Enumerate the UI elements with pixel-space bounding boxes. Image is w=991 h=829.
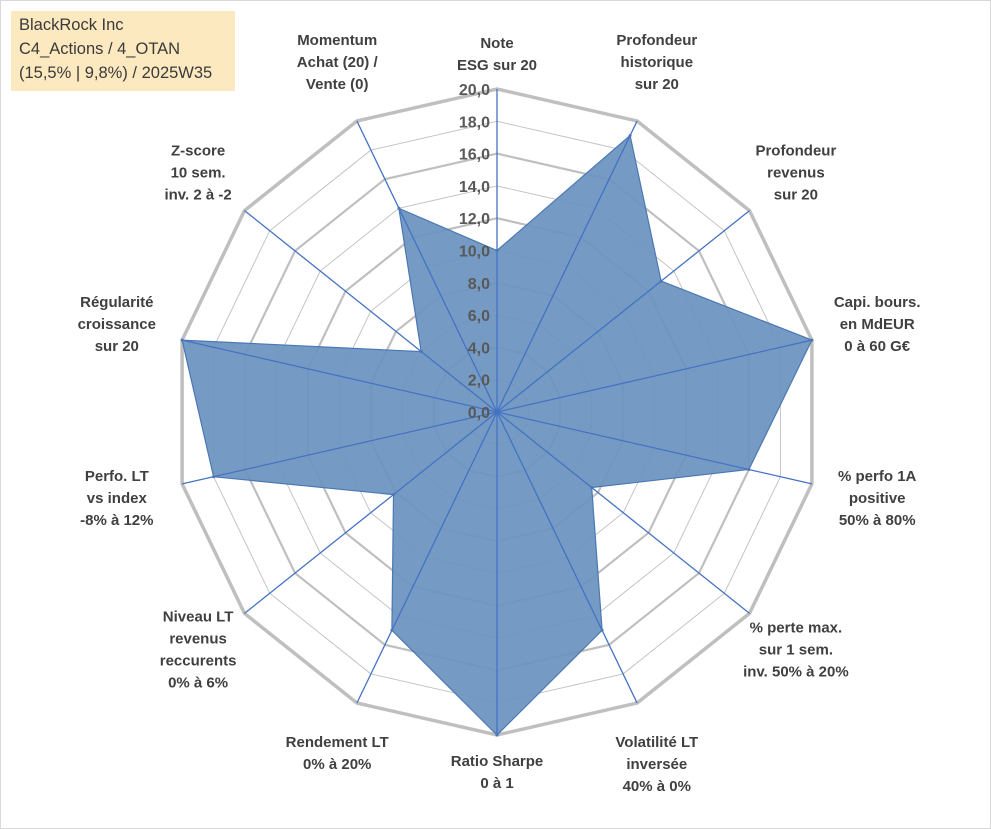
data-point xyxy=(390,628,394,632)
category-label-line: Achat (20) / xyxy=(297,54,379,71)
category-label-line: Perfo. LT xyxy=(85,468,149,485)
category-label: Profondeur historique sur 20 xyxy=(616,32,697,93)
category-label-line: Volatilité LT xyxy=(615,734,698,751)
data-point xyxy=(495,733,499,737)
category-label-line: en MdEUR xyxy=(840,316,915,333)
axis-spoke xyxy=(356,120,498,413)
category-label-line: revenus xyxy=(169,630,227,647)
category-label-line: Régularité xyxy=(80,294,153,311)
category-label: Régularité croissance sur 20 xyxy=(78,294,156,355)
category-label: Niveau LT revenus reccurents 0% à 6% xyxy=(160,608,237,691)
category-label-line: Note xyxy=(480,35,513,52)
category-label-line: Profondeur xyxy=(616,32,697,49)
data-point xyxy=(659,279,663,283)
data-point xyxy=(747,468,751,471)
category-label-line: 10 sem. xyxy=(171,165,226,182)
category-label-line: reccurents xyxy=(160,652,237,669)
category-label-line: 0% à 20% xyxy=(303,756,371,773)
tick-label: 18,0 xyxy=(459,114,490,131)
tick-label: 16,0 xyxy=(459,147,490,164)
category-label: Z-score 10 sem. inv. 2 à -2 xyxy=(164,143,231,204)
category-label: Perfo. LT vs index -8% à 12% xyxy=(80,468,153,529)
data-point xyxy=(397,206,401,210)
data-point xyxy=(600,628,604,632)
axis-spoke xyxy=(244,210,498,413)
tick-label: 8,0 xyxy=(468,276,490,293)
category-label: % perte max. sur 1 sem. inv. 50% à 20% xyxy=(743,619,849,680)
tick-label: 4,0 xyxy=(468,340,490,357)
category-label-line: 40% à 0% xyxy=(623,778,691,795)
tick-label: 6,0 xyxy=(468,308,490,325)
axis-spoke xyxy=(244,411,498,614)
category-label-line: % perte max. xyxy=(750,619,843,636)
tick-label: 14,0 xyxy=(459,179,490,196)
category-label: Capi. bours. en MdEUR 0 à 60 G€ xyxy=(834,294,921,355)
tick-label: 2,0 xyxy=(468,373,490,390)
data-point xyxy=(810,338,814,342)
data-point xyxy=(180,338,184,342)
data-point xyxy=(495,249,499,252)
axis-spoke xyxy=(496,120,638,413)
axis-spoke xyxy=(496,339,813,413)
tick-label: 20,0 xyxy=(459,82,490,99)
category-label-line: sur 20 xyxy=(635,76,679,93)
badge-category: C4_Actions / 4_OTAN xyxy=(19,40,181,58)
category-label: Rendement LT 0% à 20% xyxy=(286,734,389,773)
category-label-line: Niveau LT xyxy=(163,608,234,625)
category-label-line: inv. 2 à -2 xyxy=(164,187,231,204)
data-point xyxy=(392,493,395,497)
category-label-line: Profondeur xyxy=(755,143,836,160)
data-point xyxy=(419,350,423,354)
category-label-line: vs index xyxy=(87,490,148,507)
category-label-line: ESG sur 20 xyxy=(457,57,537,74)
category-label-line: Capi. bours. xyxy=(834,294,921,311)
tick-label: 0,0 xyxy=(468,405,490,422)
category-label: Volatilité LT inversée 40% à 0% xyxy=(615,734,698,795)
category-label-line: Vente (0) xyxy=(306,76,369,93)
category-label-line: inv. 50% à 20% xyxy=(743,663,849,680)
axis-spoke xyxy=(496,411,813,485)
category-label: Ratio Sharpe 0 à 1 xyxy=(451,753,544,792)
tick-label: 12,0 xyxy=(459,211,490,228)
info-badge: BlackRock Inc C4_Actions / 4_OTAN (15,5%… xyxy=(11,11,235,91)
category-label-line: 0 à 60 G€ xyxy=(844,338,911,355)
category-label-line: historique xyxy=(621,54,694,71)
category-label-line: 0 à 1 xyxy=(480,775,513,792)
data-point xyxy=(628,134,632,137)
data-point xyxy=(212,475,216,479)
axis-spoke xyxy=(496,411,638,704)
axis-spoke xyxy=(496,411,750,614)
category-label-line: positive xyxy=(849,490,906,507)
category-label-line: -8% à 12% xyxy=(80,512,153,529)
axis-spoke xyxy=(181,411,498,485)
category-label-line: Ratio Sharpe xyxy=(451,753,544,770)
category-label-line: Momentum xyxy=(297,32,377,49)
category-label-line: inversée xyxy=(626,756,687,773)
category-label-line: sur 20 xyxy=(95,338,139,355)
category-label-line: croissance xyxy=(78,316,156,333)
axis-spoke xyxy=(356,411,498,704)
category-label: Momentum Achat (20) / Vente (0) xyxy=(297,32,379,93)
category-label-line: 50% à 80% xyxy=(839,512,916,529)
category-label-line: 0% à 6% xyxy=(168,674,228,691)
badge-stats: (15,5% | 9,8%) / 2025W35 xyxy=(19,64,213,82)
axis-spoke xyxy=(496,210,750,413)
axis-spoke xyxy=(181,339,498,413)
category-label: Profondeur revenus sur 20 xyxy=(755,143,836,204)
category-label-line: sur 20 xyxy=(774,187,818,204)
category-label-line: revenus xyxy=(767,165,825,182)
category-label-line: % perfo 1A xyxy=(838,468,917,485)
badge-company: BlackRock Inc xyxy=(19,16,124,34)
category-label: % perfo 1A positive 50% à 80% xyxy=(838,468,917,529)
tick-label: 10,0 xyxy=(459,244,490,261)
category-label-line: Z-score xyxy=(171,143,225,160)
category-label: Note ESG sur 20 xyxy=(457,35,537,74)
category-label-line: Rendement LT xyxy=(286,734,389,751)
category-label-line: sur 1 sem. xyxy=(759,641,833,658)
data-point xyxy=(590,486,594,489)
